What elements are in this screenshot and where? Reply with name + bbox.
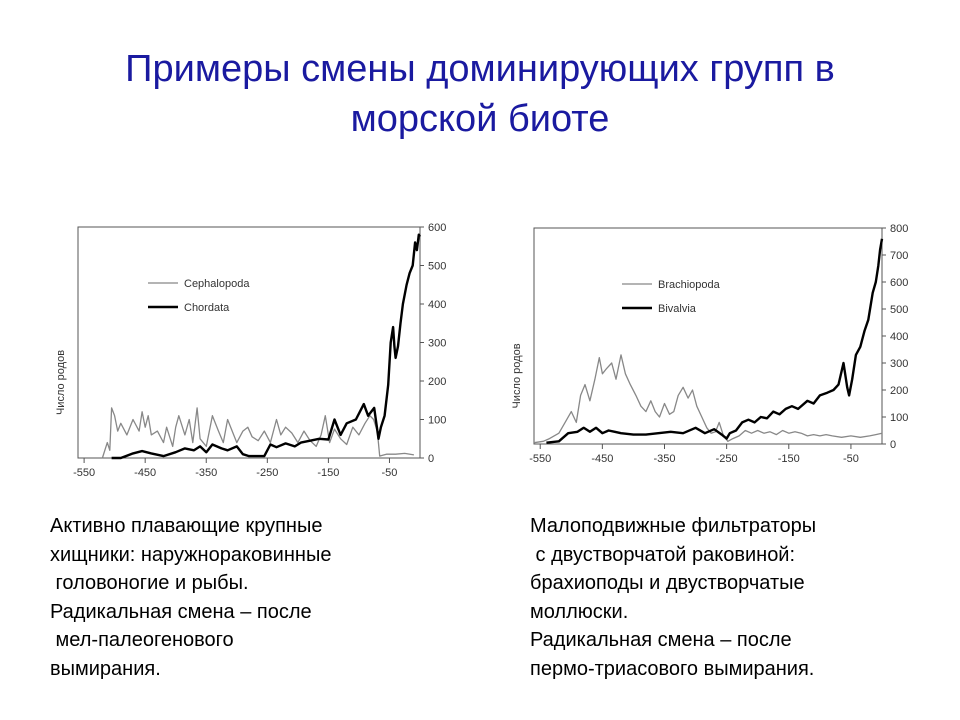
chart-left-svg: -550 -450 -350 -250 -150 -50 0 100 200 300 400 500 6…: [55, 222, 446, 479]
x-tick-label: -250: [716, 453, 738, 465]
chart-cephalopoda-chordata: -550 -450 -350 -250 -150 -50 0 100 200 300 400 500 6…: [48, 200, 468, 500]
slide-title-line-1: Примеры смены доминирующих групп в: [125, 48, 835, 90]
x-tick-label: -350: [653, 453, 675, 465]
x-tick-label: -50: [382, 467, 398, 479]
y-tick-label: 100: [428, 415, 446, 427]
x-tick-label: -150: [317, 467, 339, 479]
y-tick-label: 600: [890, 277, 908, 289]
description-left-line: Активно плавающие крупные: [50, 515, 323, 537]
x-tick-label: -50: [843, 453, 859, 465]
slide-title: Примеры смены доминирующих групп в морск…: [40, 44, 920, 144]
legend-label: Chordata: [184, 302, 230, 314]
y-tick-label: 400: [890, 331, 908, 343]
x-tick-label: -150: [778, 453, 800, 465]
y-tick-label: 600: [428, 222, 446, 234]
x-tick-label: -550: [73, 467, 95, 479]
x-tick-label: -450: [591, 453, 613, 465]
description-right-line: Малоподвижные фильтраторы: [530, 515, 817, 537]
y-tick-label: 0: [890, 439, 896, 451]
legend-label: Cephalopoda: [184, 278, 250, 290]
description-left-line: вымирания.: [50, 657, 161, 680]
y-tick-label: 200: [428, 376, 446, 388]
y-tick-label: 500: [890, 304, 908, 316]
description-left-line: хищники: наружнораковинные: [50, 543, 332, 566]
y-axis-label: Число родов: [55, 350, 67, 415]
y-tick-label: 800: [890, 223, 908, 235]
y-tick-label: 100: [890, 412, 908, 424]
y-axis-label: Число родов: [511, 343, 523, 408]
description-right-line: брахиоподы и двустворчатые: [530, 572, 805, 594]
description-right-line: с двустворчатой раковиной:: [530, 543, 796, 566]
x-tick-label: -450: [134, 467, 156, 479]
plot-frame: [533, 227, 883, 445]
description-left: Активно плавающие крупные хищники: наруж…: [50, 512, 450, 683]
y-tick-label: 0: [428, 453, 434, 465]
x-tick-label: -350: [195, 467, 217, 479]
description-right: Малоподвижные фильтраторы с двустворчато…: [530, 512, 930, 683]
chart-brachiopoda-bivalvia: -550 -450 -350 -250 -150 -50 0 100 200 300 400 500 6…: [498, 200, 928, 500]
y-tick-label: 500: [428, 261, 446, 273]
description-right-line: моллюски.: [530, 600, 629, 623]
y-tick-label: 400: [428, 299, 446, 311]
series-line-chordata: [111, 233, 422, 460]
description-right-line: Радикальная смена – после: [530, 629, 792, 651]
slide-title-line-2: морской биоте: [350, 98, 610, 140]
x-tick-label: -550: [529, 453, 551, 465]
chart-right-svg: -550 -450 -350 -250 -150 -50 0 100 200 300 400 500 6…: [511, 223, 908, 465]
legend-label: Brachiopoda: [658, 279, 721, 291]
description-right-line: пермо-триасового вымирания.: [530, 657, 815, 680]
y-tick-label: 300: [428, 338, 446, 350]
series-line-brachiopoda: [533, 354, 883, 444]
series-line-bivalvia: [546, 238, 884, 444]
y-tick-label: 300: [890, 358, 908, 370]
x-tick-label: -250: [256, 467, 278, 479]
description-left-line: мел-палеогенового: [50, 629, 234, 651]
plot-frame: [77, 226, 421, 459]
series-line-cephalopoda: [101, 407, 415, 459]
legend-label: Bivalvia: [658, 303, 697, 315]
y-tick-label: 200: [890, 385, 908, 397]
description-left-line: Радикальная смена – после: [50, 600, 312, 623]
description-left-line: головоногие и рыбы.: [50, 572, 249, 594]
y-tick-label: 700: [890, 250, 908, 262]
